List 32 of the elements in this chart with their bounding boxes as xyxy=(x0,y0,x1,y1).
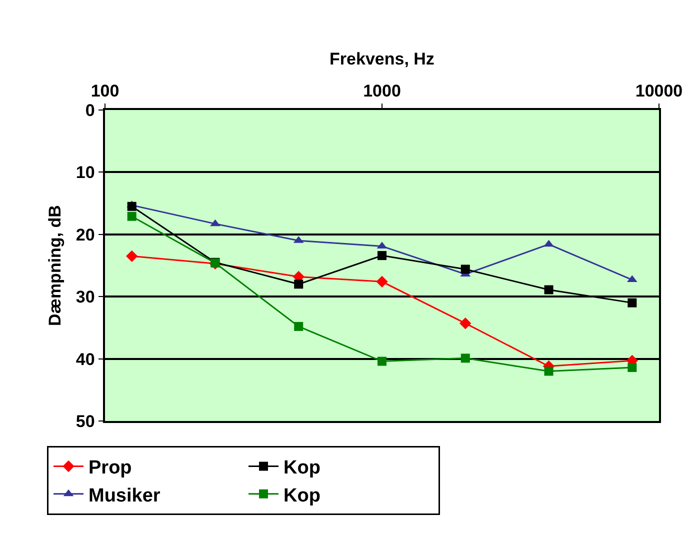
legend-label: Kop xyxy=(284,485,320,506)
y-tick-label: 40 xyxy=(76,350,95,369)
point xyxy=(126,250,138,262)
x-tick-label: 100 xyxy=(90,81,120,100)
point xyxy=(378,356,386,366)
y-tick-label: 10 xyxy=(76,163,95,182)
x-tick-label: 1000 xyxy=(363,81,401,100)
point xyxy=(460,318,472,330)
x-tick-label: 10000 xyxy=(635,81,683,100)
point xyxy=(294,322,304,331)
y-tick-label: 20 xyxy=(76,225,95,244)
legend-label: Musiker xyxy=(88,485,161,506)
point xyxy=(294,280,304,289)
point xyxy=(544,285,554,294)
point xyxy=(378,251,386,260)
point xyxy=(210,219,220,226)
y-axis-title: Dæmpning, dB xyxy=(46,205,64,326)
y-tick-label: 0 xyxy=(85,100,95,120)
legend-label: Kop xyxy=(284,458,320,479)
point xyxy=(628,363,637,372)
y-tick-label: 50 xyxy=(76,412,95,431)
point xyxy=(127,212,136,221)
point xyxy=(376,276,388,288)
point xyxy=(544,240,554,247)
y-tick-label: 30 xyxy=(76,288,95,307)
point xyxy=(460,264,470,274)
point xyxy=(628,298,637,308)
legend-label: Prop xyxy=(88,458,132,479)
point xyxy=(544,366,554,376)
x-axis-title: Frekvens, Hz xyxy=(330,50,434,68)
point xyxy=(460,354,470,363)
point xyxy=(127,202,136,211)
